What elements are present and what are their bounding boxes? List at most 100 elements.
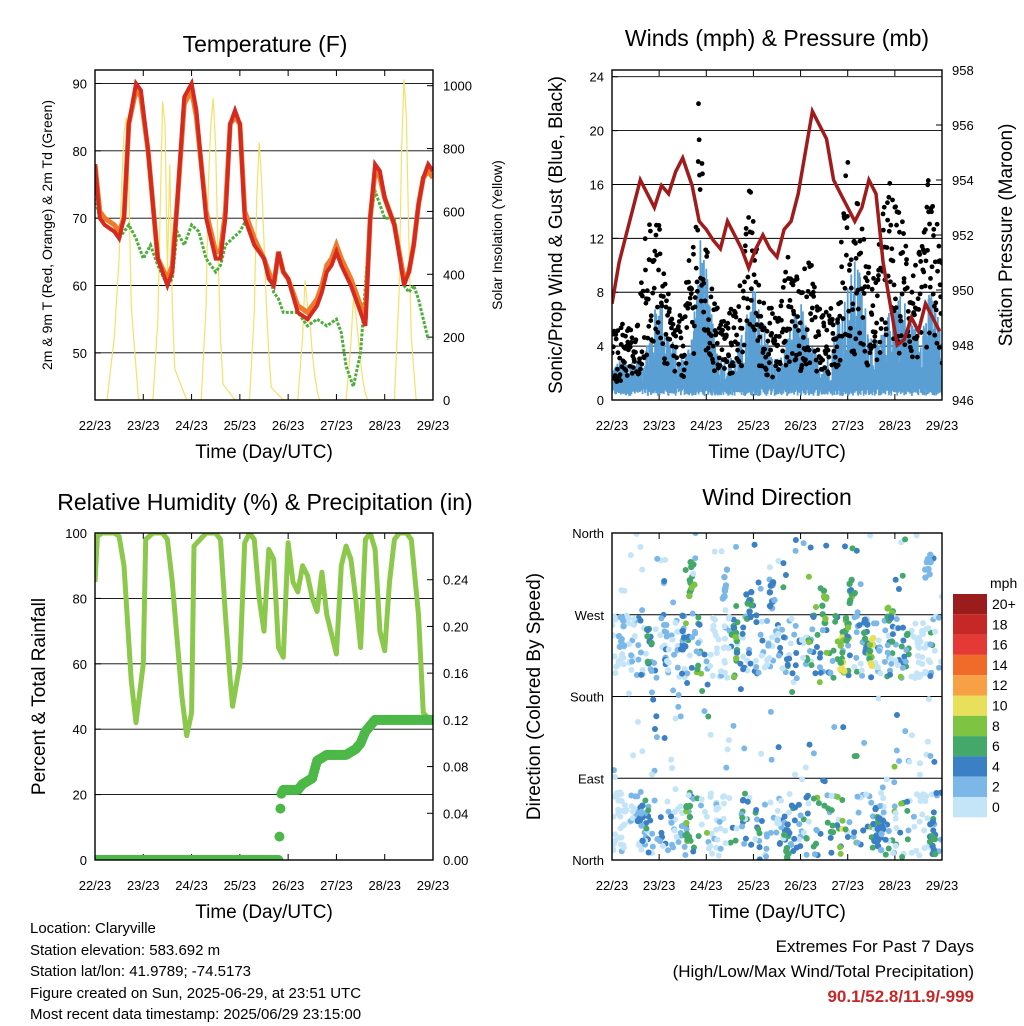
direction-point bbox=[730, 673, 737, 680]
direction-point bbox=[612, 847, 617, 854]
direction-point bbox=[647, 666, 654, 673]
direction-point bbox=[761, 801, 768, 808]
gust-point bbox=[876, 273, 881, 278]
gust-point bbox=[820, 357, 826, 363]
direction-point bbox=[779, 665, 786, 672]
gust-point bbox=[704, 254, 710, 259]
gust-point bbox=[813, 357, 819, 363]
y-axis-label: 2m & 9m T (Red, Orange) & 2m Td (Green) bbox=[39, 100, 55, 370]
y-tick-label: 80 bbox=[73, 591, 87, 606]
gust-point bbox=[763, 354, 769, 360]
gust-point bbox=[859, 226, 865, 232]
direction-point bbox=[832, 618, 839, 625]
gust-point bbox=[782, 278, 788, 284]
x-tick-label: 23/23 bbox=[127, 878, 160, 893]
direction-point bbox=[877, 846, 885, 854]
direction-point bbox=[636, 816, 644, 824]
gust-point bbox=[719, 347, 725, 353]
gust-point bbox=[699, 161, 705, 166]
gust-point bbox=[763, 367, 769, 372]
gust-point bbox=[821, 323, 827, 329]
y2-tick-label: 946 bbox=[952, 393, 974, 408]
direction-point bbox=[637, 788, 644, 795]
direction-point bbox=[866, 647, 874, 655]
direction-point bbox=[786, 655, 793, 662]
direction-point bbox=[812, 670, 819, 677]
direction-point bbox=[806, 741, 813, 748]
direction-point bbox=[658, 829, 665, 836]
direction-point bbox=[649, 843, 656, 850]
direction-point bbox=[722, 840, 729, 847]
legend-label: 10 bbox=[992, 698, 1008, 714]
gust-point bbox=[938, 294, 942, 300]
gust-point bbox=[666, 291, 671, 297]
direction-point bbox=[911, 823, 918, 830]
gust-point bbox=[612, 344, 616, 350]
direction-point bbox=[771, 596, 778, 604]
direction-point bbox=[868, 636, 876, 643]
gust-point bbox=[615, 328, 621, 334]
gust-point bbox=[770, 374, 775, 380]
gust-point bbox=[886, 228, 892, 234]
gust-point bbox=[683, 360, 689, 366]
y-tick-label: 70 bbox=[73, 211, 87, 226]
direction-point bbox=[733, 649, 741, 656]
direction-point bbox=[732, 633, 739, 641]
gust-point bbox=[669, 343, 675, 349]
gust-point bbox=[643, 267, 648, 273]
gust-point bbox=[686, 258, 692, 263]
plot-area bbox=[612, 101, 942, 396]
direction-point bbox=[773, 829, 780, 836]
gust-point bbox=[861, 237, 867, 242]
direction-point bbox=[639, 748, 646, 755]
gust-point bbox=[759, 363, 765, 369]
direction-point bbox=[774, 807, 781, 814]
direction-point bbox=[895, 585, 902, 592]
direction-point bbox=[758, 618, 765, 625]
direction-point bbox=[778, 797, 785, 804]
direction-point bbox=[812, 840, 819, 847]
gust-point bbox=[845, 160, 851, 165]
direction-point bbox=[748, 588, 755, 596]
pressure-line bbox=[612, 105, 942, 349]
gust-point bbox=[865, 362, 871, 368]
gust-point bbox=[648, 228, 653, 234]
y2-tick-label: 0.12 bbox=[443, 713, 468, 728]
direction-point bbox=[679, 627, 686, 635]
direction-point bbox=[813, 827, 820, 834]
gust-point bbox=[880, 211, 886, 217]
gust-point bbox=[847, 333, 853, 339]
direction-point bbox=[692, 533, 699, 537]
gust-point bbox=[890, 197, 895, 203]
direction-point bbox=[680, 634, 688, 641]
gust-point bbox=[909, 289, 915, 295]
direction-point bbox=[867, 660, 874, 667]
direction-point bbox=[725, 645, 732, 652]
direction-point bbox=[830, 647, 837, 654]
direction-point bbox=[612, 632, 616, 639]
direction-point bbox=[885, 604, 892, 612]
direction-point bbox=[842, 614, 850, 622]
direction-point bbox=[839, 817, 846, 824]
direction-point bbox=[763, 853, 770, 860]
gust-point bbox=[754, 322, 760, 328]
gust-point bbox=[731, 325, 737, 331]
direction-point bbox=[893, 747, 900, 754]
x-tick-label: 25/23 bbox=[737, 878, 770, 893]
gust-point bbox=[901, 279, 907, 285]
x-tick-label: 22/23 bbox=[596, 878, 629, 893]
direction-point bbox=[764, 618, 771, 625]
direction-point bbox=[850, 833, 857, 840]
direction-point bbox=[784, 821, 791, 828]
gust-point bbox=[860, 315, 866, 320]
direction-point bbox=[847, 597, 854, 604]
direction-point bbox=[635, 642, 642, 649]
direction-point bbox=[937, 836, 942, 843]
gust-point bbox=[925, 247, 930, 253]
y-tick-label: 0 bbox=[597, 393, 604, 408]
direction-point bbox=[721, 586, 728, 594]
gust-point bbox=[720, 327, 725, 333]
gust-point bbox=[866, 264, 872, 270]
direction-point bbox=[757, 631, 764, 638]
figure-created: Figure created on Sun, 2025-06-29, at 23… bbox=[30, 984, 362, 1002]
